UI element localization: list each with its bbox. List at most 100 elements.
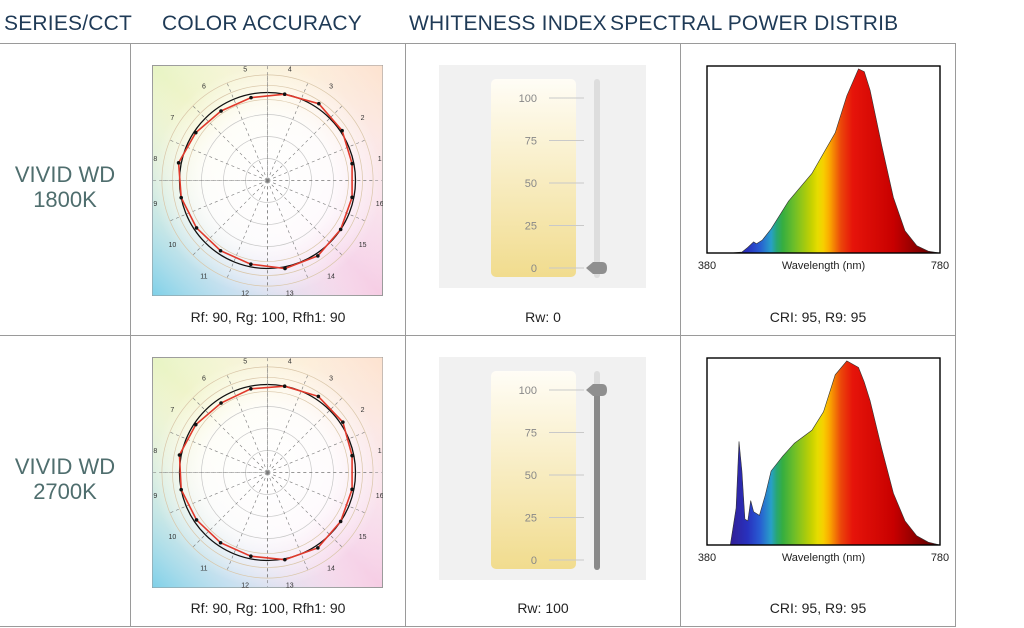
radar-point (316, 546, 320, 550)
color-caption-row1: Rf: 90, Rg: 100, Rfh1: 90 (190, 309, 346, 325)
spd-caption-row2: CRI: 95, R9: 95 (769, 600, 867, 616)
radar-point (249, 554, 253, 559)
table-border-bottom (0, 626, 956, 627)
gauge-tick-label: 25 (525, 221, 537, 233)
series-name: VIVID WD (14, 162, 116, 187)
slider-track (594, 79, 600, 278)
hue-bin-label: 12 (241, 291, 249, 296)
gauge-tick-label: 0 (531, 555, 537, 567)
hue-bin-label: 1 (378, 156, 382, 163)
hue-bin-label: 16 (376, 201, 383, 208)
hue-bin-label: 15 (359, 534, 367, 541)
hue-bin-label: 11 (200, 566, 207, 573)
hue-bin-label: 11 (200, 274, 207, 281)
gauge-tick-label: 25 (525, 513, 537, 525)
table-border-middle (0, 335, 956, 336)
column-divider-4 (955, 43, 956, 627)
hue-bin-label: 6 (202, 83, 206, 90)
radar-point (218, 248, 223, 253)
header-series: SERIES/CCT (4, 12, 133, 35)
gauge-tick-label: 75 (525, 136, 537, 148)
radar-point (194, 518, 199, 522)
column-divider-2 (405, 43, 406, 627)
radar-point (283, 557, 287, 562)
series-label-row2: VIVID WD 2700K (0, 454, 130, 504)
x-axis-label: Wavelength (nm) (782, 552, 865, 564)
column-divider-1 (130, 43, 131, 627)
plot-frame (706, 65, 941, 254)
radar-point (177, 453, 182, 457)
radar-point (179, 195, 183, 200)
whiteness-caption-row2: Rw: 100 (517, 600, 569, 616)
radar-point (340, 128, 344, 133)
gauge-tick-label: 100 (519, 385, 537, 397)
hue-bin-label: 16 (376, 493, 383, 500)
series-cct: 2700K (33, 479, 97, 504)
table-border-top (0, 43, 956, 44)
radar-point (218, 540, 223, 545)
hue-bin-label: 3 (329, 83, 333, 90)
hue-bin-label: 13 (286, 291, 294, 296)
x-tick-label: 380 (698, 552, 716, 564)
hue-bin-label: 2 (361, 115, 365, 122)
radar-point (350, 195, 354, 200)
hue-bin-label: 8 (153, 448, 157, 455)
spd-chart-row1: 380 780 Wavelength (nm) (698, 65, 949, 272)
spd-chart-row2: 380 780 Wavelength (nm) (698, 357, 949, 564)
hue-bin-label: 7 (170, 407, 174, 414)
hue-bin-label: 5 (243, 66, 247, 73)
radar-point (194, 226, 199, 230)
radar-point (282, 384, 287, 388)
hue-bin-label: 15 (359, 242, 367, 249)
radar-point (282, 92, 287, 96)
hue-bin-label: 14 (327, 274, 335, 281)
spectrum-area (707, 68, 941, 254)
radar-point (341, 420, 345, 424)
gauge-scale (491, 79, 576, 277)
whiteness-gauge-row2: 100 75 50 25 0 (439, 357, 646, 580)
gauge-scale (491, 371, 576, 569)
radar-point (249, 386, 253, 391)
radar-point (249, 95, 253, 100)
hue-bin-label: 8 (153, 156, 157, 163)
hue-bin-label: 10 (168, 242, 176, 249)
slider-handle (586, 262, 607, 274)
spd-caption-row1: CRI: 95, R9: 95 (769, 309, 867, 325)
radar-point (219, 401, 223, 405)
spectrum-area (707, 360, 941, 546)
hue-bin-label: 6 (202, 375, 206, 382)
gauge-tick-label: 0 (531, 263, 537, 275)
x-tick-label: 380 (698, 260, 716, 272)
radar-point (350, 487, 354, 492)
hue-bin-label: 4 (288, 358, 292, 365)
whiteness-gauge-row1: 100 75 50 25 0 (439, 65, 646, 288)
hue-bin-label: 13 (286, 583, 294, 588)
radar-point (179, 487, 183, 492)
radar-point (176, 161, 181, 165)
hue-bin-label: 4 (288, 66, 292, 73)
hue-bin-label: 10 (168, 534, 176, 541)
x-axis-label: Wavelength (nm) (782, 260, 865, 272)
radar-point (193, 130, 198, 135)
radar-point (338, 519, 343, 524)
hue-bin-label: 9 (153, 201, 157, 208)
radar-point (316, 394, 321, 399)
x-tick-label: 780 (931, 260, 949, 272)
hue-bin-label: 7 (170, 115, 174, 122)
radar-point (338, 227, 343, 232)
header-color-accuracy: COLOR ACCURACY (162, 12, 363, 35)
hue-bin-label: 5 (243, 358, 247, 365)
radar-point (350, 161, 354, 166)
hue-bin-label: 2 (361, 407, 365, 414)
series-cct: 1800K (33, 187, 97, 212)
radar-point (350, 453, 354, 458)
gauge-tick-label: 50 (525, 470, 537, 482)
gauge-tick-label: 75 (525, 428, 537, 440)
radar-point (317, 101, 321, 106)
radar-point (283, 266, 287, 271)
x-tick-label: 780 (931, 552, 949, 564)
series-name: VIVID WD (14, 454, 116, 479)
hue-bin-label: 9 (153, 493, 157, 500)
